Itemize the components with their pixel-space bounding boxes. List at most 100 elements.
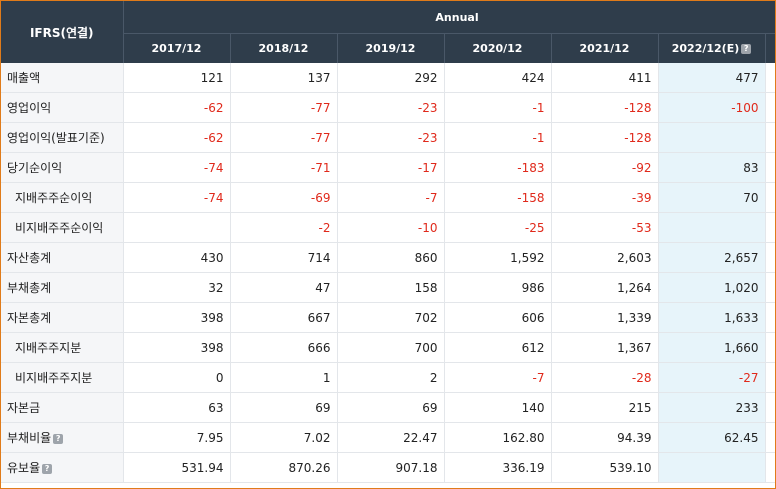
help-icon[interactable]: ?: [42, 464, 53, 474]
value-cell: -158: [444, 182, 552, 213]
value-cell: -23: [337, 122, 445, 153]
year-header-next: [765, 33, 775, 63]
value-cell: -69: [230, 182, 338, 213]
estimate-value-cell: 2,657: [658, 242, 766, 273]
value-cell: -128: [551, 92, 659, 123]
row-label-text: 당기순이익: [7, 161, 63, 175]
value-cell: 907.18: [337, 452, 445, 483]
value-cell: 531.94: [123, 452, 231, 483]
value-cell: 860: [337, 242, 445, 273]
row-label: 유보율?: [1, 452, 124, 483]
row-label-text: 매출액: [7, 71, 41, 85]
next-column-cell: [765, 422, 775, 453]
row-label-text: 비지배주주순이익: [15, 221, 104, 235]
value-cell: 398: [123, 332, 231, 363]
row-label-text: 자본총계: [7, 311, 52, 325]
value-cell: -7: [444, 362, 552, 393]
value-cell: 986: [444, 272, 552, 303]
value-cell: 292: [337, 63, 445, 93]
row-label: 지배주주순이익: [1, 182, 124, 213]
table-row: 영업이익(발표기준) -62 -77 -23 -1 -128: [1, 122, 775, 153]
value-cell: -62: [123, 92, 231, 123]
table-body: 매출액 121 137 292 424 411 477 영업이익 -62 -77 -23 -1 -128…: [1, 63, 775, 483]
next-column-cell: [765, 392, 775, 423]
value-cell: 539.10: [551, 452, 659, 483]
value-cell: 606: [444, 302, 552, 333]
table-row: 영업이익 -62 -77 -23 -1 -128 -100: [1, 92, 775, 123]
year-header-estimate: 2022/12(E)?: [658, 33, 766, 63]
value-cell: 870.26: [230, 452, 338, 483]
next-column-cell: [765, 362, 775, 393]
next-column-cell: [765, 242, 775, 273]
value-cell: [123, 212, 231, 243]
help-icon[interactable]: ?: [741, 44, 752, 54]
table-row: 지배주주순이익 -74 -69 -7 -158 -39 70: [1, 182, 775, 213]
row-label: 매출액: [1, 63, 124, 93]
value-cell: 336.19: [444, 452, 552, 483]
value-cell: -10: [337, 212, 445, 243]
estimate-value-cell: 233: [658, 392, 766, 423]
value-cell: 94.39: [551, 422, 659, 453]
next-column-cell: [765, 63, 775, 93]
value-cell: 1: [230, 362, 338, 393]
year-header: 2021/12: [551, 33, 659, 63]
year-header: 2018/12: [230, 33, 338, 63]
value-cell: 2: [337, 362, 445, 393]
table-row: 자본총계 398 667 702 606 1,339 1,633: [1, 302, 775, 333]
value-cell: -39: [551, 182, 659, 213]
value-cell: 215: [551, 392, 659, 423]
value-cell: -17: [337, 152, 445, 183]
value-cell: 411: [551, 63, 659, 93]
value-cell: 1,339: [551, 302, 659, 333]
value-cell: 398: [123, 302, 231, 333]
value-cell: 7.02: [230, 422, 338, 453]
row-label: 부채총계: [1, 272, 124, 303]
value-cell: 162.80: [444, 422, 552, 453]
row-label: 영업이익: [1, 92, 124, 123]
next-column-cell: [765, 272, 775, 303]
value-cell: 702: [337, 302, 445, 333]
estimate-value-cell: 70: [658, 182, 766, 213]
value-cell: -7: [337, 182, 445, 213]
value-cell: 69: [230, 392, 338, 423]
value-cell: 714: [230, 242, 338, 273]
estimate-value-cell: -27: [658, 362, 766, 393]
row-label: 지배주주지분: [1, 332, 124, 363]
estimate-value-cell: -100: [658, 92, 766, 123]
value-cell: 612: [444, 332, 552, 363]
row-label: 당기순이익: [1, 152, 124, 183]
row-label-text: 지배주주순이익: [15, 191, 93, 205]
estimate-value-cell: 1,633: [658, 302, 766, 333]
table-row: 비지배주주순이익 -2 -10 -25 -53: [1, 212, 775, 243]
row-label-text: 자본금: [7, 401, 41, 415]
help-icon[interactable]: ?: [53, 434, 64, 444]
table-row: 유보율? 531.94 870.26 907.18 336.19 539.10: [1, 452, 775, 483]
value-cell: 22.47: [337, 422, 445, 453]
value-cell: -28: [551, 362, 659, 393]
value-cell: 666: [230, 332, 338, 363]
table-row: 비지배주주지분 0 1 2 -7 -28 -27: [1, 362, 775, 393]
value-cell: 121: [123, 63, 231, 93]
value-cell: -2: [230, 212, 338, 243]
value-cell: 69: [337, 392, 445, 423]
row-label: 자산총계: [1, 242, 124, 273]
value-cell: 158: [337, 272, 445, 303]
value-cell: 1,592: [444, 242, 552, 273]
value-cell: -71: [230, 152, 338, 183]
estimate-value-cell: 477: [658, 63, 766, 93]
value-cell: 2,603: [551, 242, 659, 273]
row-label-text: 자산총계: [7, 251, 52, 265]
year-header: 2019/12: [337, 33, 445, 63]
estimate-value-cell: 1,020: [658, 272, 766, 303]
value-cell: -53: [551, 212, 659, 243]
table-row: 부채총계 32 47 158 986 1,264 1,020: [1, 272, 775, 303]
value-cell: 667: [230, 302, 338, 333]
row-label: 비지배주주지분: [1, 362, 124, 393]
year-header-row: 2017/12 2018/12 2019/12 2020/12 2021/12 …: [1, 33, 775, 63]
row-label-text: 부채비율: [7, 431, 52, 445]
row-label: 영업이익(발표기준): [1, 122, 124, 153]
value-cell: -1: [444, 122, 552, 153]
table-row: 부채비율? 7.95 7.02 22.47 162.80 94.39 62.45: [1, 422, 775, 453]
value-cell: -128: [551, 122, 659, 153]
